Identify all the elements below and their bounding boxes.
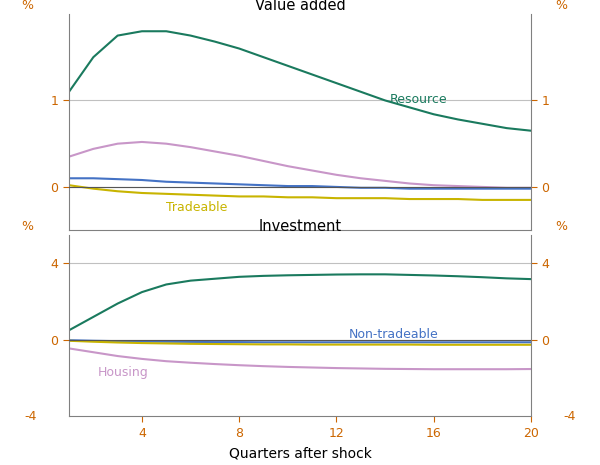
X-axis label: Quarters after shock: Quarters after shock (229, 446, 371, 460)
Text: -4: -4 (24, 410, 37, 423)
Text: %: % (22, 0, 34, 12)
Title: Investment: Investment (259, 219, 341, 233)
Text: %: % (555, 220, 567, 233)
Text: Tradeable: Tradeable (166, 201, 227, 214)
Text: %: % (555, 0, 567, 12)
Text: Housing: Housing (98, 366, 149, 379)
Text: Resource: Resource (390, 93, 448, 106)
Text: %: % (22, 220, 34, 233)
Title: Value added: Value added (254, 0, 346, 13)
Text: Non-tradeable: Non-tradeable (349, 327, 439, 340)
Text: -4: -4 (563, 410, 576, 423)
